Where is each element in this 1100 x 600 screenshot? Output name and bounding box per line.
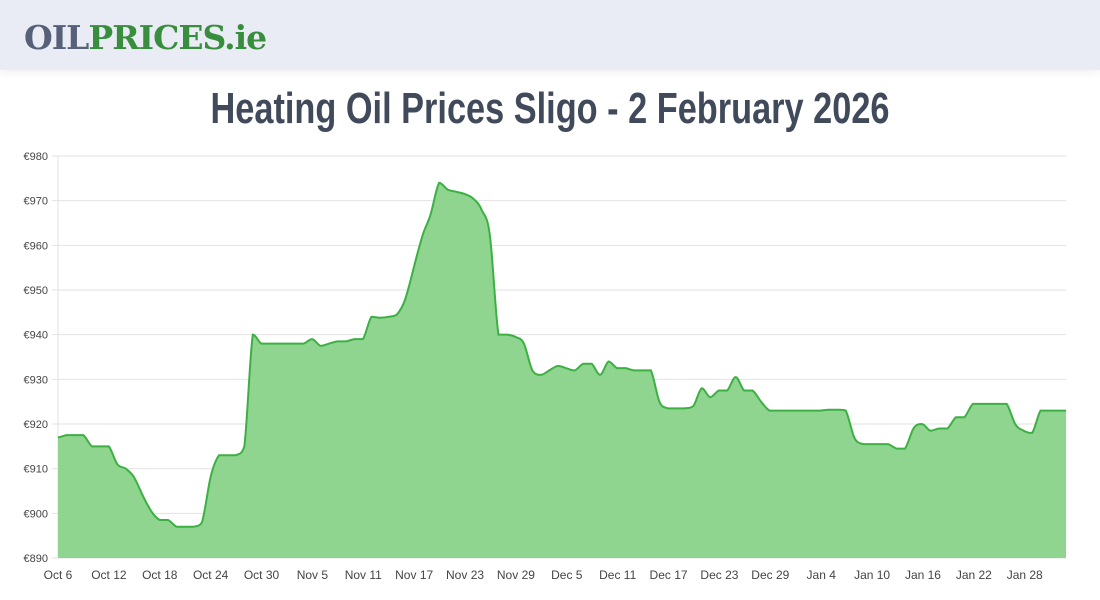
x-tick-label: Nov 11 <box>345 568 382 582</box>
x-tick-label: Oct 6 <box>44 568 73 582</box>
x-tick-label: Dec 17 <box>650 568 688 582</box>
y-tick-label: €900 <box>24 508 48 520</box>
x-axis: Oct 6 Oct 12 Oct 18 Oct 24 Oct 30 Nov 5 Nov 11… <box>44 568 1043 582</box>
x-tick-label: Nov 23 <box>446 568 484 582</box>
y-tick-label: €950 <box>24 285 48 297</box>
y-tick-label: €920 <box>24 419 48 431</box>
x-tick-label: Dec 5 <box>551 568 583 582</box>
x-tick-label: Oct 18 <box>142 568 178 582</box>
site-logo[interactable]: OILPRICES.ie <box>24 18 267 58</box>
x-tick-label: Oct 24 <box>193 568 229 582</box>
x-tick-label: Jan 22 <box>956 568 992 582</box>
y-tick-label: €940 <box>24 330 48 342</box>
price-line <box>57 181 1066 528</box>
x-tick-label: Jan 28 <box>1007 568 1043 582</box>
y-tick-label: €930 <box>24 374 48 386</box>
x-tick-label: Jan 10 <box>854 568 890 582</box>
y-tick-label: €970 <box>24 196 48 208</box>
y-tick-label: €980 <box>24 151 48 163</box>
y-axis: €890 €900 €910 €920 €930 €940 €950 €960 €970 €980 <box>24 151 48 565</box>
logo-oil-text: OIL <box>24 18 89 57</box>
logo-prices-text: PRICES.ie <box>88 18 267 57</box>
price-area-fill <box>58 182 1066 559</box>
page-title: Heating Oil Prices Sligo - 2 February 20… <box>210 84 890 133</box>
x-tick-label: Nov 29 <box>497 568 535 582</box>
x-tick-label: Nov 17 <box>395 568 433 582</box>
x-tick-label: Jan 16 <box>905 568 941 582</box>
y-tick-label: €890 <box>24 553 48 565</box>
site-header: OILPRICES.ie <box>0 0 1100 70</box>
x-tick-label: Dec 23 <box>700 568 738 582</box>
y-tick-label: €910 <box>24 464 48 476</box>
x-tick-label: Oct 30 <box>244 568 280 582</box>
x-tick-label: Nov 5 <box>297 568 329 582</box>
x-tick-label: Oct 12 <box>91 568 127 582</box>
x-tick-label: Jan 4 <box>807 568 837 582</box>
x-tick-label: Dec 29 <box>751 568 789 582</box>
y-tick-label: €960 <box>24 240 48 252</box>
x-tick-label: Dec 11 <box>599 568 636 582</box>
